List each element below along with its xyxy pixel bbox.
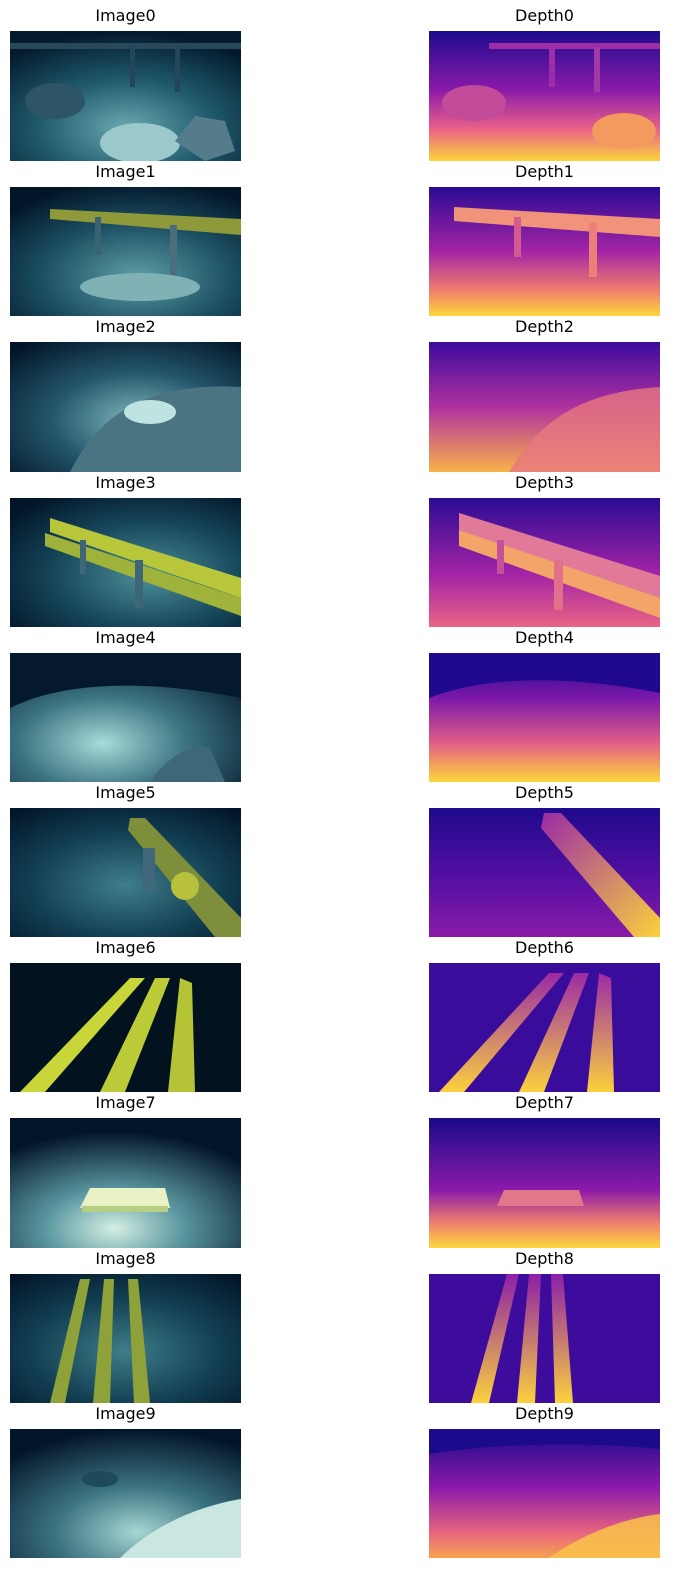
panel-title: Image0 [95, 6, 156, 25]
panel-title: Depth6 [515, 938, 574, 957]
underwater-image [10, 653, 241, 782]
panel-title: Image3 [95, 473, 156, 492]
depth-map [429, 187, 660, 316]
panel-title: Image2 [95, 317, 156, 336]
panel-title: Depth9 [515, 1404, 574, 1423]
depth-map [429, 1118, 660, 1248]
panel-title: Depth7 [515, 1093, 574, 1112]
underwater-image [10, 808, 241, 937]
depth-map [429, 653, 660, 782]
panel-title: Depth2 [515, 317, 574, 336]
panel-title: Image6 [95, 938, 156, 957]
panel-title: Image5 [95, 783, 156, 802]
depth-map [429, 1274, 660, 1403]
panel-title: Image4 [95, 628, 156, 647]
underwater-image [10, 342, 241, 472]
depth-map [429, 808, 660, 937]
panel-title: Depth1 [515, 162, 574, 181]
underwater-image [10, 1118, 241, 1248]
depth-map [429, 498, 660, 627]
panel-title: Image8 [95, 1249, 156, 1268]
panel-title: Image1 [95, 162, 156, 181]
underwater-image [10, 31, 241, 161]
panel-title: Image7 [95, 1093, 156, 1112]
panel-title: Depth3 [515, 473, 574, 492]
underwater-image [10, 187, 241, 316]
panel-title: Depth4 [515, 628, 574, 647]
panel-title: Image9 [95, 1404, 156, 1423]
depth-map [429, 342, 660, 472]
depth-map [429, 31, 660, 161]
panel-title: Depth8 [515, 1249, 574, 1268]
depth-map [429, 963, 660, 1092]
underwater-image [10, 1429, 241, 1558]
underwater-image [10, 498, 241, 627]
depth-map [429, 1429, 660, 1558]
underwater-image [10, 963, 241, 1092]
underwater-image [10, 1274, 241, 1403]
panel-title: Depth0 [515, 6, 574, 25]
panel-title: Depth5 [515, 783, 574, 802]
